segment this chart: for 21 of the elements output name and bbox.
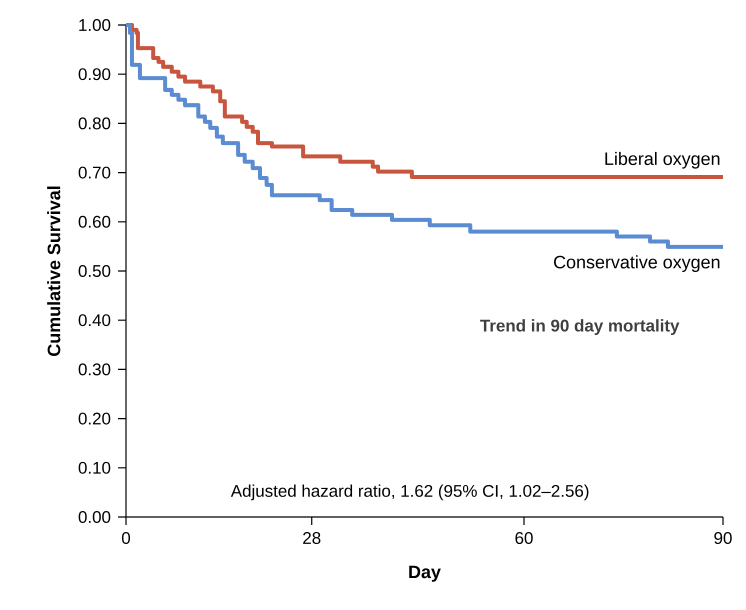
y-tick-label: 0.80: [78, 117, 110, 130]
x-axis-title: Day: [409, 566, 441, 582]
x-tick-label: 28: [303, 532, 320, 544]
y-tick-label: 0.20: [78, 412, 110, 425]
series-label: Liberal oxygen: [605, 152, 720, 169]
y-tick-label: 0.50: [78, 265, 110, 277]
y-tick-label: 0.90: [78, 68, 110, 80]
x-tick-label: 90: [714, 532, 732, 544]
y-tick-label: 0.40: [78, 314, 110, 326]
annotation: Adjusted hazard ratio, 1.62 (95% CI, 1.02–2.56): [230, 484, 588, 500]
y-tick-label: 0.00: [78, 511, 110, 523]
y-tick-label: 0.30: [78, 363, 110, 376]
x-tick-label: 0: [122, 532, 130, 544]
annotation: Trend in 90 day mortality: [480, 319, 680, 335]
y-tick-label: 0.10: [78, 462, 110, 474]
x-tick-label: 60: [515, 532, 533, 544]
y-tick-label: 0.70: [78, 166, 110, 179]
y-axis-title: Cumulative Survival: [47, 186, 60, 356]
y-tick-label: 1.00: [79, 19, 110, 31]
y-tick-label: 0.60: [78, 216, 110, 228]
series-label: Conservative oxygen: [554, 255, 720, 272]
